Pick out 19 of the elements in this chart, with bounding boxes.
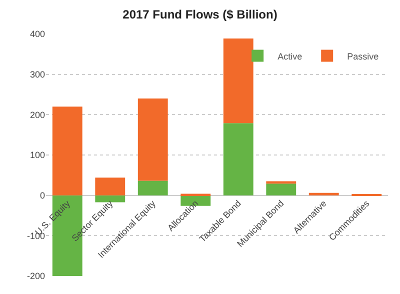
chart-title: 2017 Fund Flows ($ Billion) xyxy=(122,8,278,22)
legend-label: Active xyxy=(278,51,302,62)
legend-label: Passive xyxy=(347,51,379,62)
bar xyxy=(308,192,339,196)
y-tick-label: 200 xyxy=(30,110,45,120)
bar xyxy=(223,38,254,124)
bar xyxy=(95,178,126,196)
y-tick-label: 100 xyxy=(30,150,45,160)
y-tick-label: -200 xyxy=(26,271,45,282)
y-tick-label: 400 xyxy=(30,29,45,40)
bar xyxy=(266,184,296,196)
bar xyxy=(138,98,168,181)
bar xyxy=(223,123,254,196)
bar xyxy=(95,195,126,202)
bar xyxy=(52,106,82,196)
y-tick-label: 0 xyxy=(40,190,45,200)
y-tick-label: 300 xyxy=(30,69,45,80)
bar xyxy=(138,180,168,196)
bar xyxy=(266,181,296,184)
